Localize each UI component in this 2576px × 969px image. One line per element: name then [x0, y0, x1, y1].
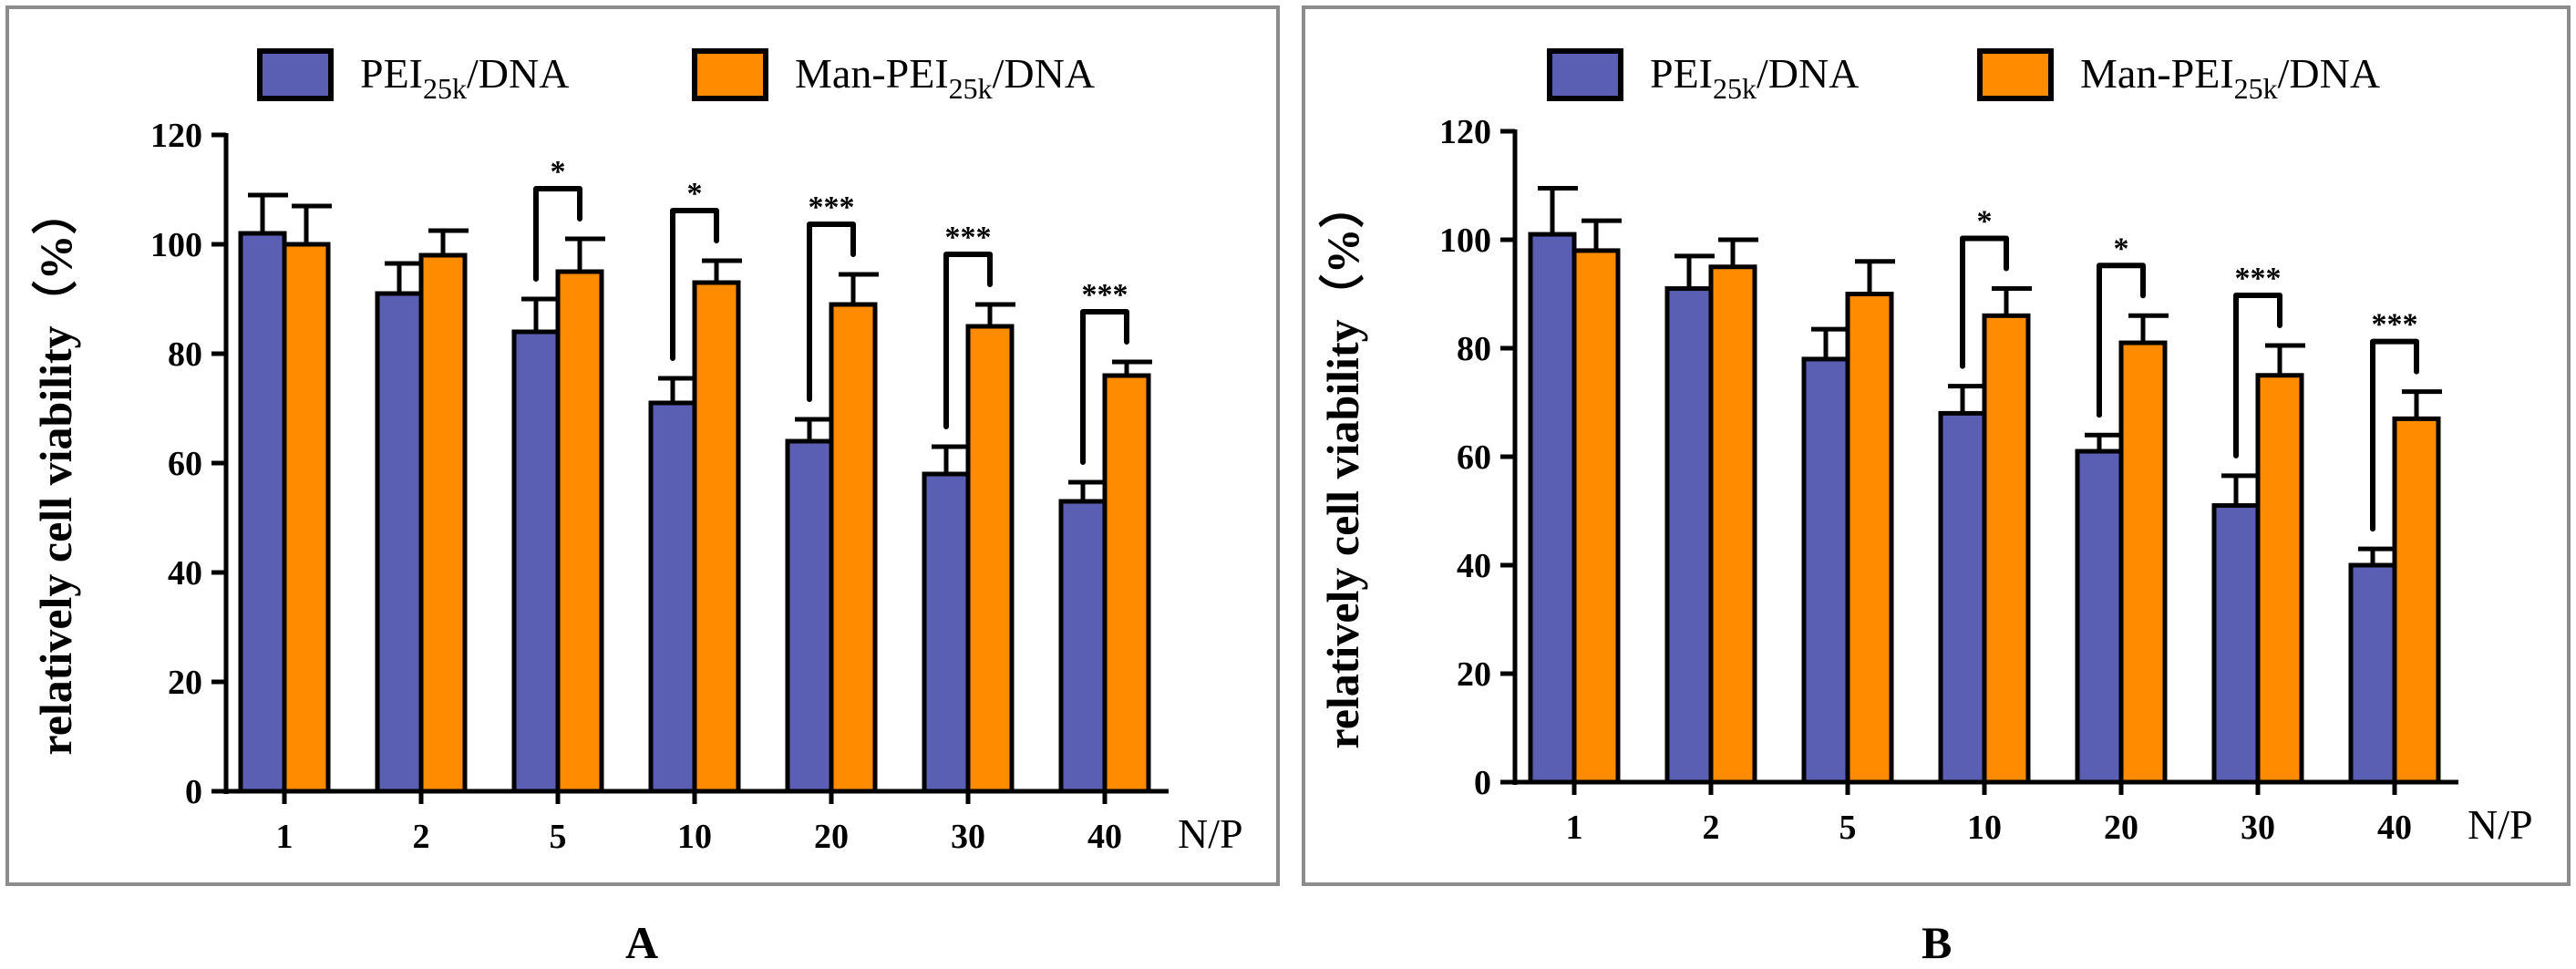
panel-b-x-tick-label: 30	[2241, 809, 2275, 847]
panel-b-bar-man-pei	[2118, 340, 2168, 785]
panel-b-label: B	[1922, 917, 1953, 968]
panel-b-significance-label: ***	[2235, 262, 2282, 295]
panel-b-bar-pei	[1664, 286, 1714, 785]
panel-b-bar-pei	[1801, 356, 1850, 785]
panel-b-significance-bracket	[2233, 293, 2282, 459]
panel-a-bar-pei	[238, 231, 287, 794]
panel-a-y-tick-label: 120	[150, 117, 202, 155]
panel-b-y-tick-label: 0	[1474, 764, 1491, 802]
panel-a-y-tick-label: 40	[168, 554, 202, 593]
panel-a-y-tick-label: 0	[185, 773, 202, 811]
panel-b-bar-man-pei	[1982, 313, 2031, 785]
panel-b-bar-pei	[2348, 562, 2397, 785]
panel-a-significance-label: ***	[809, 191, 855, 224]
panel-a-legend-swatch	[692, 48, 768, 101]
panel-a-y-tick-label: 100	[150, 226, 202, 264]
panel-a-bar-man-pei	[282, 242, 331, 794]
panel-a-x-tick-label: 40	[1087, 818, 1122, 856]
panel-b-significance-bracket	[1960, 235, 2009, 369]
panel-b-legend-label: Man-PEI25k/DNA	[2080, 50, 2380, 105]
panel-a-bar-man-pei	[829, 302, 878, 794]
panel-a-bar-man-pei	[965, 324, 1015, 794]
panel-a-x-tick-label: 1	[276, 818, 294, 856]
panel-b-y-tick-label: 20	[1457, 655, 1491, 694]
panel-b-x-tick-label: 20	[2104, 809, 2138, 847]
panel-a-legend-label: Man-PEI25k/DNA	[795, 50, 1095, 105]
panel-b-bar-man-pei	[1708, 264, 1757, 785]
panel-a-y-axis-label: relatively cell viability（%）	[30, 189, 81, 755]
panel-b-y-tick-label: 100	[1439, 222, 1491, 260]
panel-b-y-tick-label: 60	[1457, 438, 1491, 477]
panel-a-significance-bracket	[943, 252, 993, 429]
panel-b-legend-swatch	[1547, 48, 1623, 101]
panel-b-x-tick-label: 5	[1839, 809, 1857, 847]
panel-b-significance-label: ***	[2372, 308, 2418, 342]
panel-b-bar-man-pei	[1845, 292, 1894, 785]
panel-b-bar-man-pei	[2255, 373, 2304, 785]
panel-a-bar-pei	[375, 291, 424, 794]
panel-b-bar-pei	[2075, 448, 2124, 785]
panel-a-significance-bracket	[670, 208, 719, 361]
panel-b-significance-label: *	[1977, 205, 1993, 239]
panel-a-significance-label: *	[687, 177, 703, 211]
panel-a-y-tick-label: 20	[168, 664, 202, 702]
panel-a-significance-label: *	[551, 155, 566, 189]
panel-b-significance-bracket	[2097, 263, 2146, 418]
panel-a-significance-label: ***	[945, 221, 992, 254]
panel-a-bar-pei	[648, 400, 697, 794]
panel-b-bar-man-pei	[1571, 248, 1621, 785]
panel-a-x-tick-label: 5	[550, 818, 567, 856]
panel-b-significance-bracket	[2370, 338, 2419, 532]
panel-a-bar-pei	[785, 438, 834, 794]
panel-a-significance-bracket	[807, 222, 856, 402]
panel-a-y-tick-label: 60	[168, 445, 202, 483]
panel-a-bar-man-pei	[418, 253, 468, 794]
panel-a-x-tick-label: 2	[413, 818, 430, 856]
panel-a-x-axis-label: N/P	[1178, 810, 1243, 857]
panel-a-legend-label: PEI25k/DNA	[360, 50, 569, 105]
panel-a-y-tick-label: 80	[168, 335, 202, 374]
panel-b-bar-pei	[1938, 410, 1987, 785]
panel-a-x-tick-label: 10	[677, 818, 712, 856]
panel-a-bar-pei	[511, 329, 561, 794]
panel-b-x-tick-label: 10	[1967, 809, 2002, 847]
panel-b-legend-label: PEI25k/DNA	[1650, 50, 1859, 105]
panel-b-bar-man-pei	[2392, 416, 2441, 785]
panel-b-y-tick-label: 80	[1457, 330, 1491, 368]
panel-a-x-tick-label: 30	[951, 818, 985, 856]
panel-b-x-tick-label: 40	[2377, 809, 2412, 847]
panel-a-label: A	[625, 917, 659, 968]
panel-b-y-tick-label: 120	[1439, 113, 1491, 151]
panel-a-bar-pei	[922, 471, 971, 794]
panel-b-bar-pei	[2211, 503, 2261, 785]
panel-b-y-tick-label: 40	[1457, 547, 1491, 585]
panel-a-bar-man-pei	[1102, 373, 1151, 794]
panel-b-x-axis-label: N/P	[2468, 801, 2533, 848]
panel-b-significance-label: *	[2114, 232, 2129, 265]
panel-b-x-tick-label: 2	[1703, 809, 1720, 847]
panel-a-significance-label: ***	[1082, 278, 1128, 312]
panel-a-bar-man-pei	[692, 280, 741, 794]
panel-a-significance-bracket	[1080, 309, 1129, 465]
panel-b-x-tick-label: 1	[1566, 809, 1583, 847]
panel-a-x-tick-label: 20	[814, 818, 849, 856]
panel-a-legend-swatch	[257, 48, 334, 101]
panel-a-bar-pei	[1058, 499, 1108, 794]
panel-b-legend-swatch	[1977, 48, 2054, 101]
panel-a-bar-man-pei	[555, 269, 604, 794]
panel-b-y-axis-label: relatively cell viability（%）	[1317, 182, 1368, 748]
panel-b-bar-pei	[1528, 232, 1577, 785]
panel-a-significance-bracket	[533, 186, 582, 282]
